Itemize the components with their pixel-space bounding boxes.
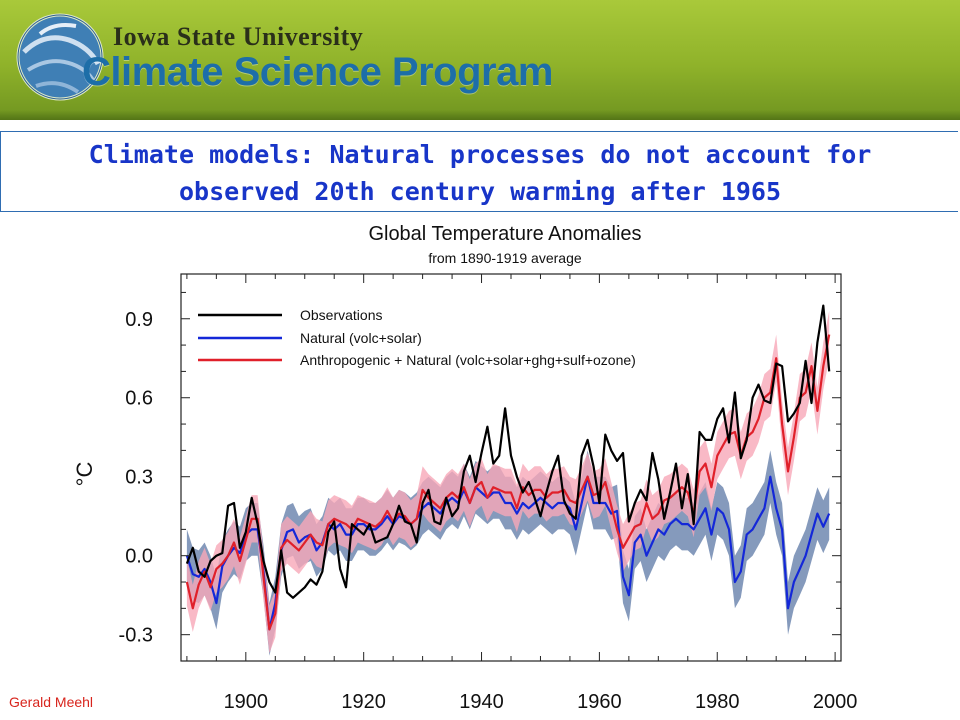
anthro-range-band	[186, 310, 830, 654]
slide-title-frame	[0, 131, 958, 212]
legend-label: Anthropogenic + Natural (volc+solar+ghg+…	[300, 352, 636, 368]
program-name: Climate Science Program	[82, 50, 553, 94]
header-shadow	[0, 110, 960, 120]
y-tick-label: 0.6	[125, 388, 153, 410]
x-tick-label: 1900	[224, 691, 269, 713]
x-tick-label: 2000	[813, 691, 858, 713]
university-name: Iowa State University	[113, 22, 364, 51]
chart-subtitle: from 1890-1919 average	[428, 250, 582, 266]
y-tick-label: 0.3	[125, 467, 153, 489]
slide-title: Climate models: Natural processes do not…	[0, 136, 960, 210]
natural-line	[185, 475, 831, 631]
x-tick-label: 1960	[577, 691, 622, 713]
globe-swirl-logo	[16, 13, 104, 101]
program-header: Iowa State University Climate Science Pr…	[0, 0, 960, 120]
slide-title-line-1: Climate models: Natural processes do not…	[88, 140, 872, 169]
y-tick-label: 0.0	[125, 546, 153, 568]
chart-title: Global Temperature Anomalies	[368, 223, 641, 245]
x-tick-label: 1940	[459, 691, 504, 713]
y-axis-label: °C	[72, 462, 97, 487]
x-tick-label: 1980	[695, 691, 740, 713]
slide-title-line-2: observed 20th century warming after 1965	[178, 177, 782, 206]
author-credit: Gerald Meehl	[9, 694, 94, 710]
observations-line	[185, 304, 831, 599]
y-tick-label: -0.3	[119, 625, 153, 647]
temperature-anomaly-chart: Global Temperature Anomalies from 1890-19…	[72, 223, 858, 713]
x-tick-label: 1920	[341, 691, 386, 713]
legend-label: Observations	[300, 307, 382, 323]
y-tick-label: 0.9	[125, 309, 153, 331]
legend-label: Natural (volc+solar)	[300, 330, 422, 346]
anthro-natural-line	[185, 334, 831, 631]
